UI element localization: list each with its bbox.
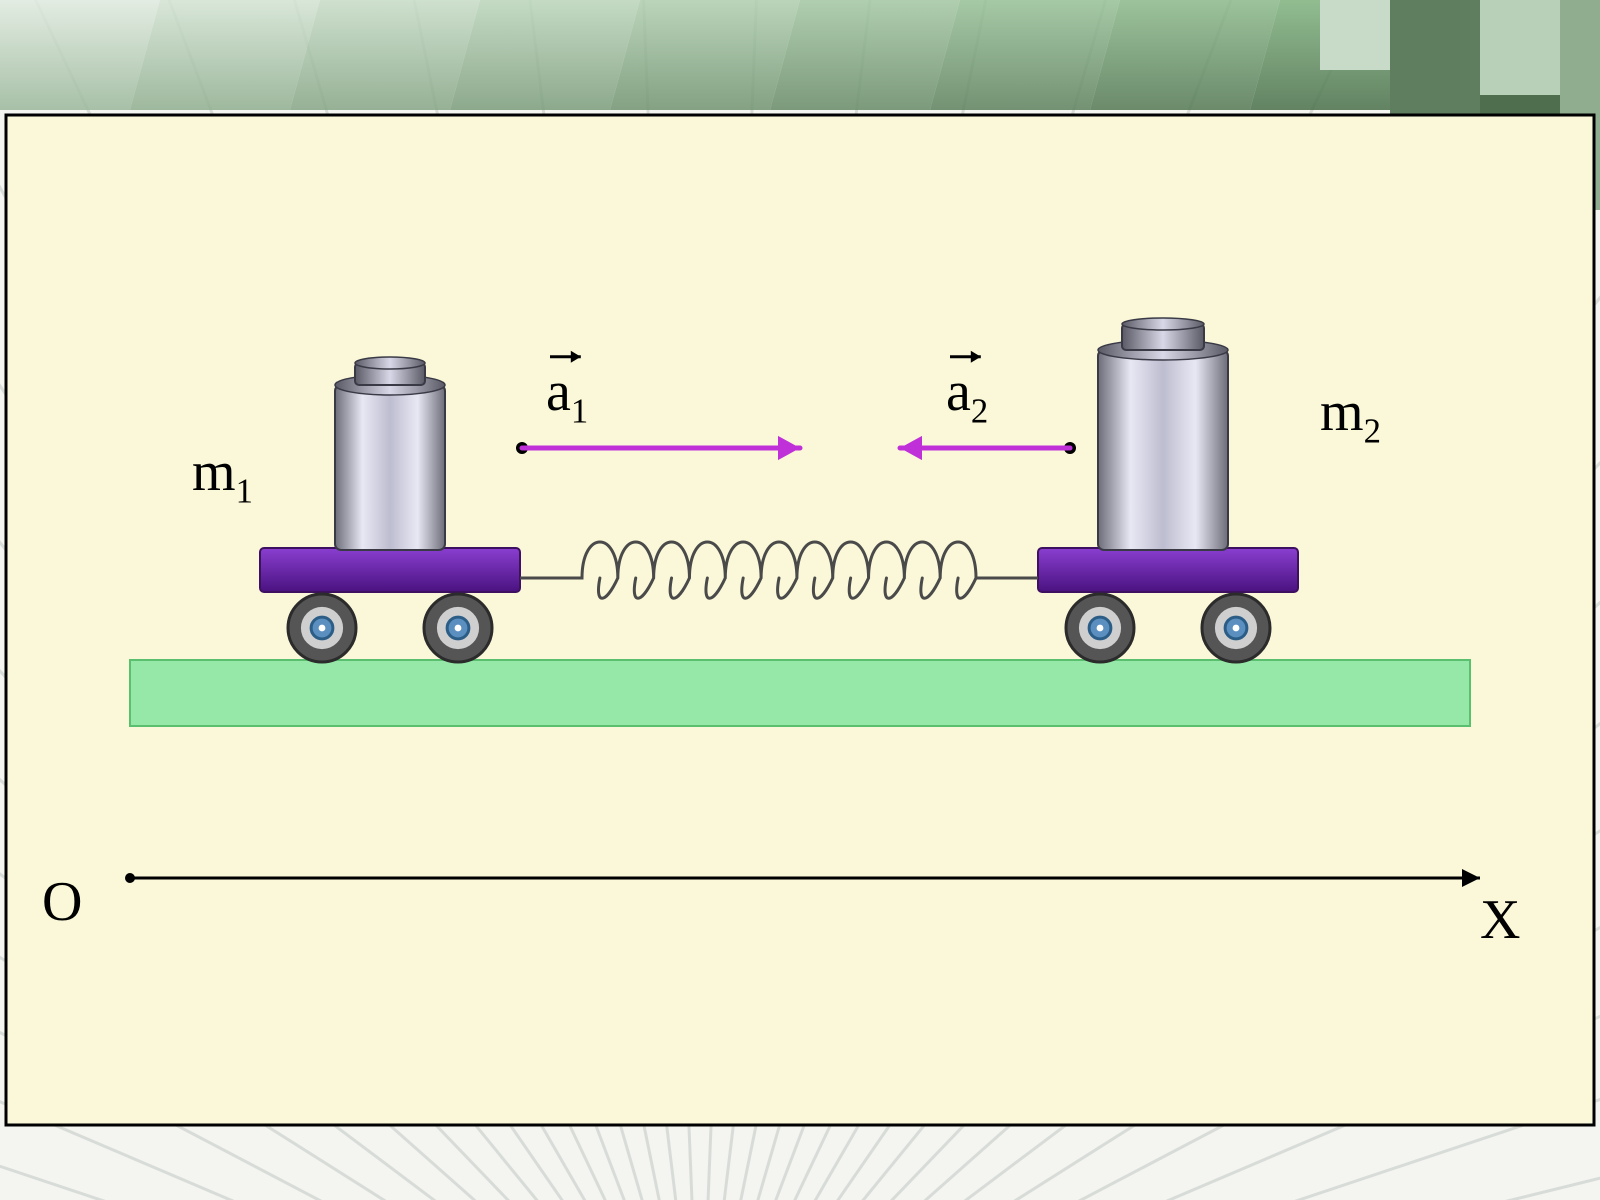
label-x-axis: X xyxy=(1480,889,1520,951)
label-origin: O xyxy=(42,871,82,933)
slide: m1m2a1a2OX xyxy=(0,0,1600,1200)
physics-diagram: m1m2a1a2OX xyxy=(0,0,1600,1200)
